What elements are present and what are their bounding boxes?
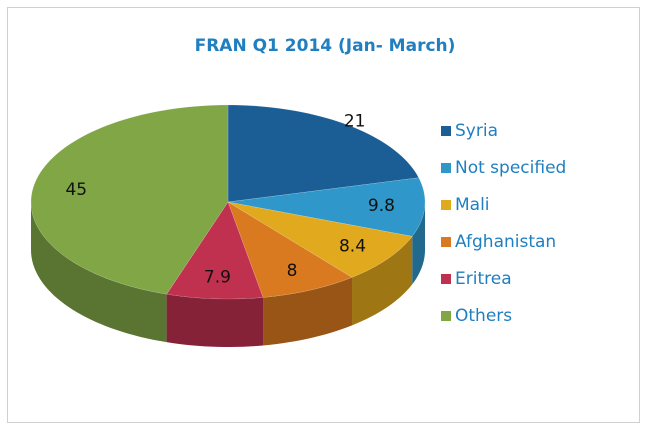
legend-label: Syria <box>455 121 498 141</box>
legend-swatch <box>441 163 451 173</box>
pie-side <box>412 202 425 285</box>
data-label: 8.4 <box>339 236 366 256</box>
pie-slice <box>227 201 413 278</box>
data-label: 21 <box>344 111 366 131</box>
pie-slice <box>227 104 420 203</box>
legend-swatch <box>441 237 451 247</box>
pie-slice <box>227 201 353 298</box>
legend-swatch <box>441 311 451 321</box>
legend-label: Others <box>455 306 512 326</box>
legend-label: Afghanistan <box>455 232 556 252</box>
pie-slice <box>227 177 426 237</box>
legend-swatch <box>441 200 451 210</box>
pie-side <box>31 202 167 343</box>
legend-label: Not specified <box>455 158 566 178</box>
pie-side <box>263 277 353 346</box>
pie-side <box>166 294 264 347</box>
legend-label: Eritrea <box>455 269 512 289</box>
data-label: 7.9 <box>204 267 231 287</box>
pie-slice <box>30 104 229 295</box>
data-label: 45 <box>65 180 87 200</box>
chart-title: FRAN Q1 2014 (Jan- March) <box>195 36 456 56</box>
pie-slice <box>166 201 264 300</box>
legend-label: Mali <box>455 195 490 215</box>
legend-swatch <box>441 274 451 284</box>
data-label: 9.8 <box>368 196 395 216</box>
legend-swatch <box>441 126 451 136</box>
data-label: 8 <box>287 261 298 281</box>
pie-side <box>352 236 413 326</box>
